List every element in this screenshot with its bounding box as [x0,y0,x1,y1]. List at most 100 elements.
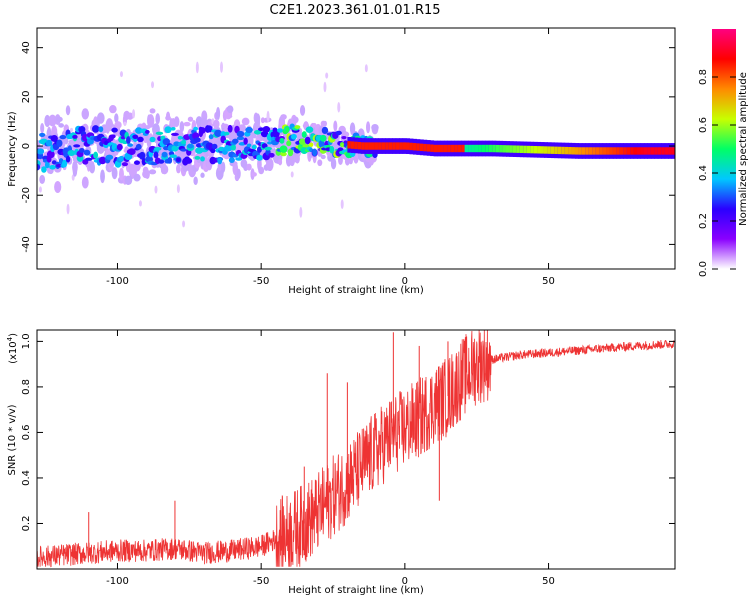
heatmap-band-core [399,142,404,150]
heatmap-band-core [602,147,607,155]
colorbar-ticks: 0.0 0.2 0.4 0.6 0.8 [698,69,736,277]
heatmap-cell [98,156,107,165]
heatmap-band-core [464,144,469,153]
heatmap-band-core [371,142,376,150]
heatmap-cell [98,126,104,133]
heatmap-cell [305,126,314,133]
heatmap-halo-cell [215,166,224,181]
heatmap-cell [138,151,146,160]
heatmap-halo-cell [251,172,257,177]
heatmap-cell [158,159,165,164]
heatmap-band-core [637,147,642,155]
heatmap-halo-cell [255,113,261,125]
heatmap-band-core [447,144,452,153]
heatmap-halo-cell [246,163,252,171]
heatmap-cell [236,130,245,138]
heatmap-band-core [502,145,507,153]
heatmap-cell [120,135,126,140]
heatmap-outlier-cell [69,127,73,133]
heatmap-halo-cell [72,160,78,174]
heatmap-halo-cell [160,164,165,174]
heatmap-cell [299,138,307,145]
heatmap-cell [223,131,230,136]
heatmap-halo-cell [111,167,118,180]
heatmap-outlier-cell [119,71,123,78]
heatmap-cell [127,143,134,147]
heatmap-halo-cell [51,125,58,139]
heatmap-outlier-cell [38,186,42,193]
heatmap-outlier-cell [211,118,215,125]
heatmap-halo-cell [226,105,234,114]
heatmap-halo-cell [260,117,265,124]
heatmap-band-core [378,142,383,150]
heatmap-halo-cell [294,153,300,164]
heatmap-halo-cell [253,112,259,124]
heatmap-band-core [595,147,600,155]
heatmap-halo-cell [359,156,367,163]
heatmap-cell [262,126,271,133]
heatmap-band-core [368,142,373,150]
x-tick-label: -50 [253,576,269,587]
heatmap-halo-cell [371,124,379,135]
snr-multiplier-label: (x104) [6,333,19,364]
heatmap-halo-cell [155,113,161,125]
heatmap-halo-cell [183,121,191,127]
heatmap-cell [137,136,144,143]
heatmap-cell [153,146,162,151]
heatmap-halo-cell [174,150,183,156]
heatmap-halo-cell [117,176,126,184]
heatmap-halo-cell [122,114,128,126]
heatmap-halo-cell [105,120,111,134]
heatmap-halo-cell [81,108,90,120]
heatmap-halo-cell [128,163,135,178]
heatmap-halo-cell [194,156,201,169]
heatmap-cell [161,151,168,158]
heatmap-band-core [633,147,638,155]
heatmap-band-core [492,144,497,153]
y-tick-label: 0.6 [21,424,32,440]
heatmap-cell [200,156,205,162]
heatmap-halo-cell [224,114,233,119]
heatmap-cell [228,157,235,163]
heatmap-halo-cell [344,156,350,166]
heatmap-halo-cell [278,158,283,166]
heatmap-cell [149,136,156,143]
heatmap-halo-cell [299,105,306,116]
heatmap-halo-cell [202,161,210,173]
heatmap-halo-cell [263,164,269,171]
colorbar-tick-label: 0.0 [698,261,709,277]
heatmap-cell [78,148,85,153]
heatmap-halo-cell [371,123,379,131]
heatmap-outlier-cell [195,61,199,74]
heatmap-outlier-cell [323,81,327,93]
heatmap-outlier-cell [340,199,344,210]
heatmap-halo-cell [68,139,75,144]
heatmap-band-core [381,142,386,150]
heatmap-cell [118,155,125,162]
heatmap-halo-cell [193,176,198,186]
heatmap-cell [284,126,290,134]
colorbar: 0.0 0.2 0.4 0.6 0.8 Normalized spectral ampl… [698,29,749,277]
heatmap-halo-cell [129,173,134,180]
heatmap-band-core [474,144,479,153]
heatmap-halo-cell [96,112,105,124]
heatmap-band-core [661,147,666,155]
heatmap-halo-cell [348,157,353,165]
heatmap-band-core [616,147,621,155]
heatmap-cell [256,146,262,153]
heatmap-halo-cell [54,114,61,126]
heatmap-band-core [581,147,586,155]
x-tick-label: -50 [253,276,269,287]
heatmap-band-core [574,147,579,155]
heatmap-halo-cell [263,117,270,123]
heatmap-halo-cell [86,162,95,168]
heatmap-halo-cell [81,176,89,189]
heatmap-cell [167,157,173,164]
heatmap-halo-cell [144,125,151,130]
snr-y-axis-label: SNR (10 * v/v) [7,404,18,475]
heatmap-cell [193,126,199,131]
heatmap-halo-cell [200,172,205,178]
heatmap-band-core [392,142,397,150]
heatmap-halo-cell [54,180,62,193]
heatmap-cell [132,134,139,139]
